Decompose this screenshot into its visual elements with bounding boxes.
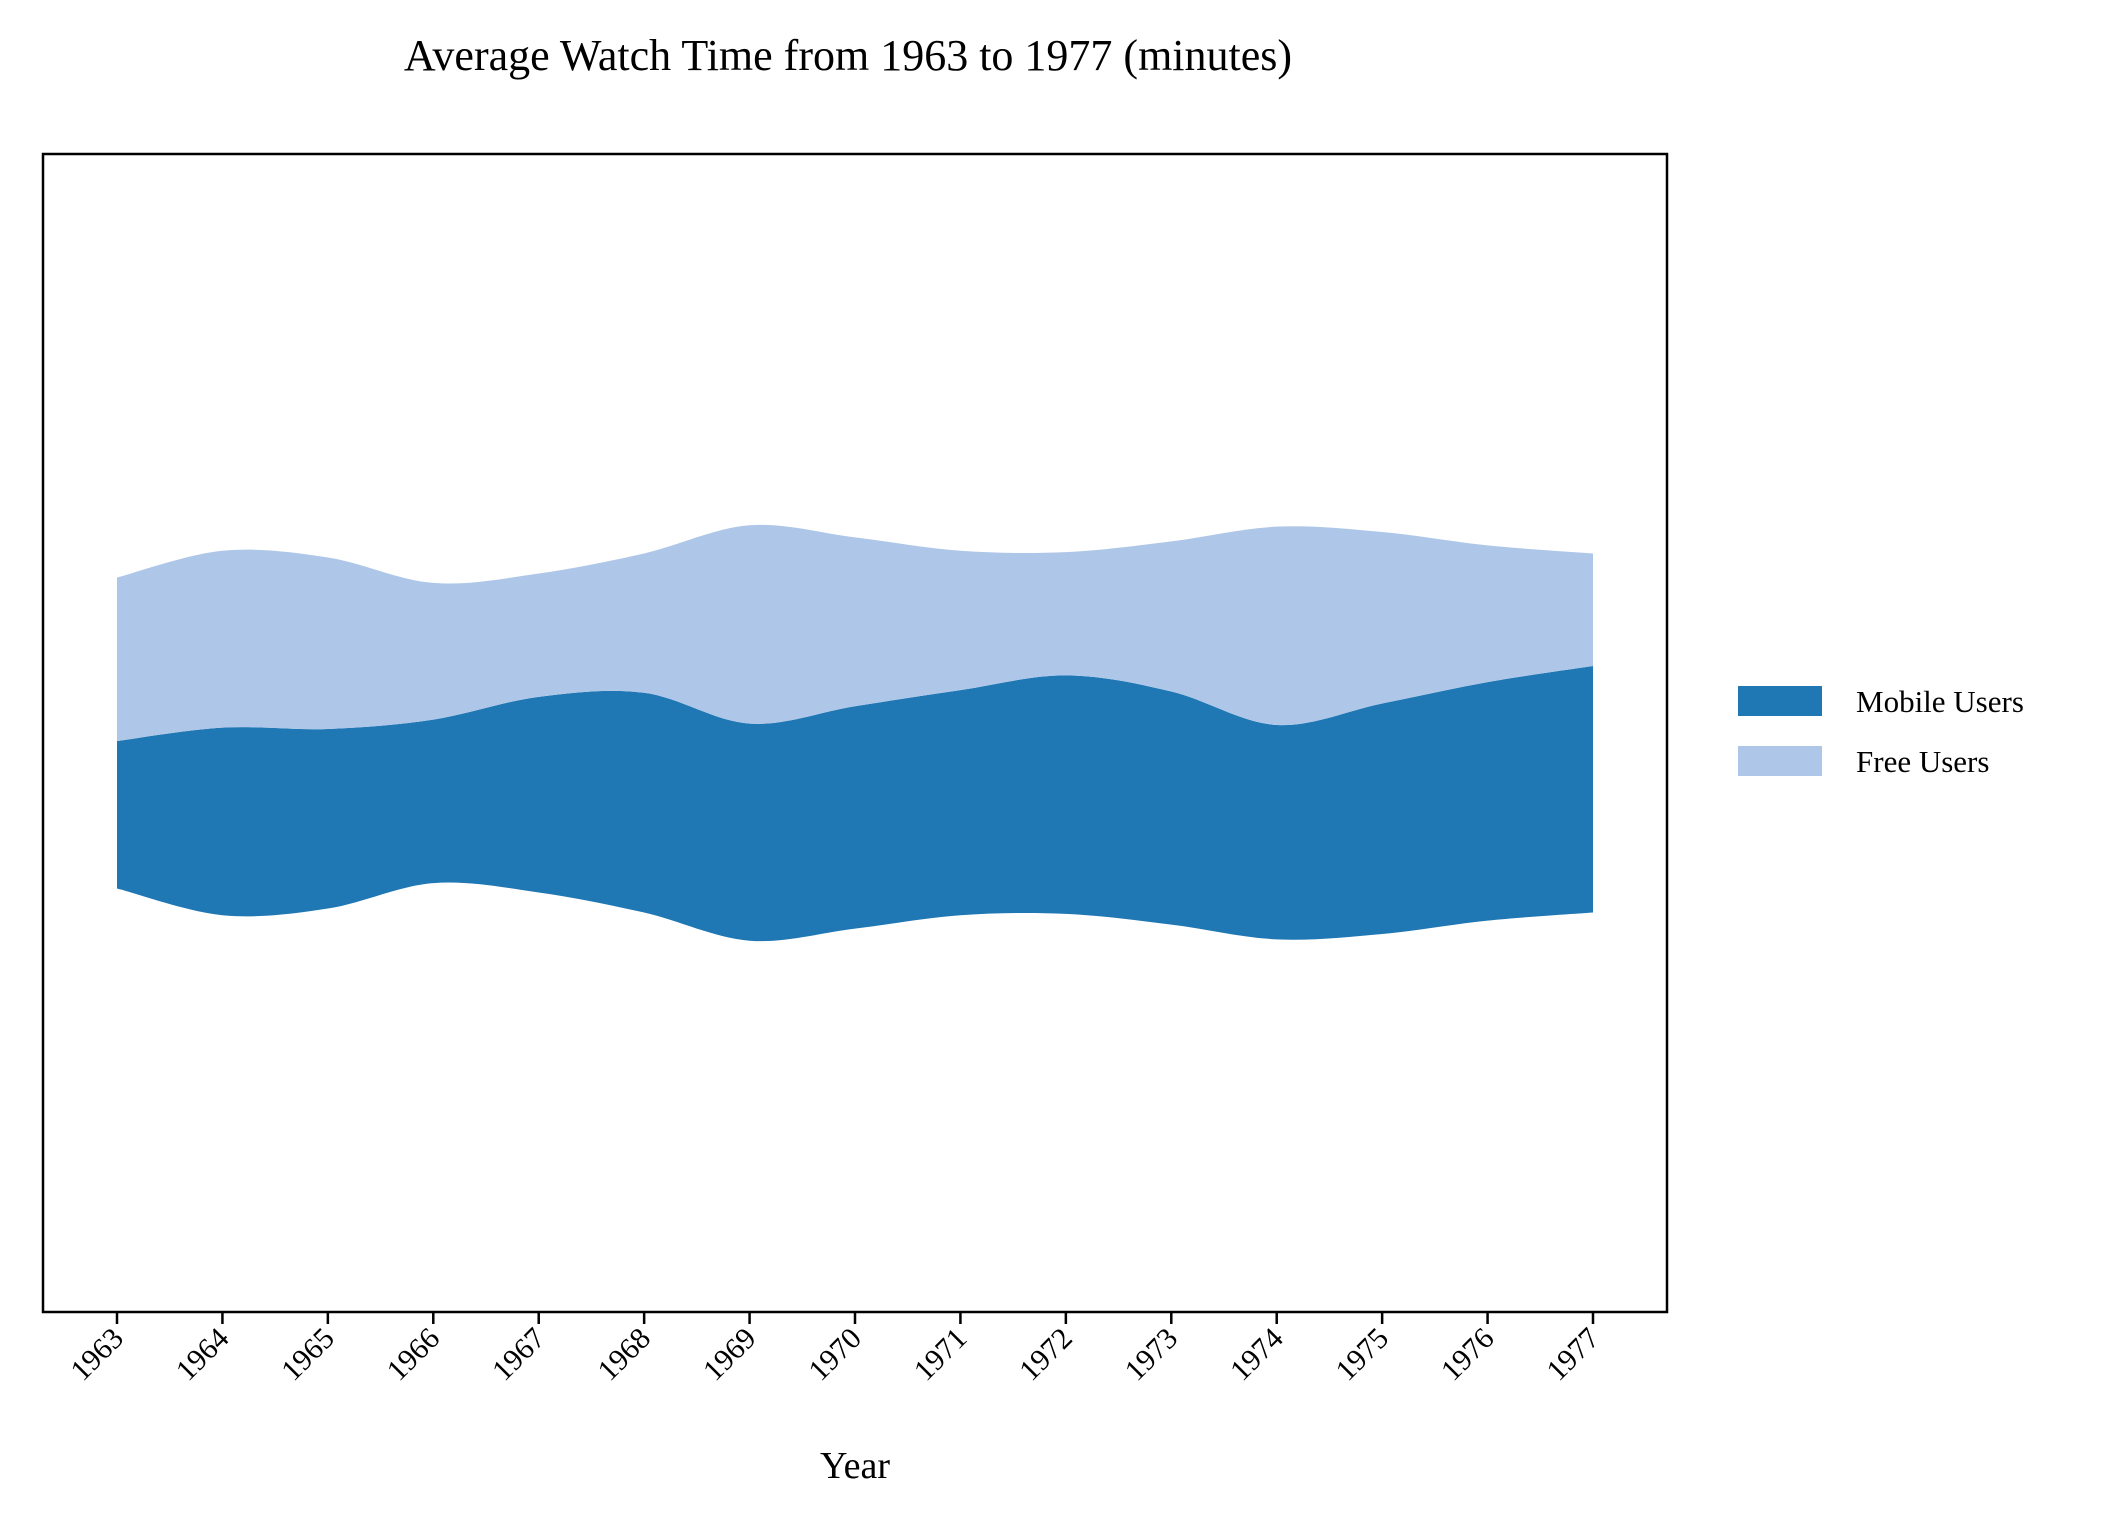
stream-areas	[117, 524, 1593, 942]
x-tick-label: 1963	[64, 1322, 130, 1388]
stream-area-free-users	[117, 524, 1593, 742]
x-tick-label: 1971	[908, 1322, 974, 1388]
x-axis-ticks: 1963 1964 1965 1966 1967 1968 1969 1970 1971 1972…	[64, 1312, 1606, 1387]
x-tick-label: 1968	[591, 1322, 657, 1388]
x-tick-label: 1966	[380, 1322, 446, 1388]
legend-swatch	[1738, 686, 1822, 716]
x-tick-label: 1967	[486, 1322, 552, 1388]
chart-title: Average Watch Time from 1963 to 1977 (mi…	[404, 31, 1292, 80]
x-tick-label: 1969	[697, 1322, 763, 1388]
x-tick-label: 1977	[1540, 1322, 1606, 1388]
x-axis-label: Year	[820, 1445, 890, 1487]
x-tick-label: 1965	[275, 1322, 341, 1388]
x-tick-label: 1972	[1013, 1322, 1079, 1388]
x-tick-label: 1974	[1224, 1322, 1290, 1388]
x-tick-label: 1976	[1435, 1322, 1501, 1388]
legend: Mobile Users Free Users	[1738, 684, 2024, 779]
x-tick-label: 1970	[802, 1322, 868, 1388]
stream-area-mobile-users	[117, 666, 1593, 942]
legend-swatch	[1738, 746, 1822, 776]
legend-label: Free Users	[1856, 744, 1989, 779]
x-tick-label: 1964	[170, 1322, 236, 1388]
x-tick-label: 1973	[1118, 1322, 1184, 1388]
legend-label: Mobile Users	[1856, 684, 2024, 719]
x-tick-label: 1975	[1329, 1322, 1395, 1388]
